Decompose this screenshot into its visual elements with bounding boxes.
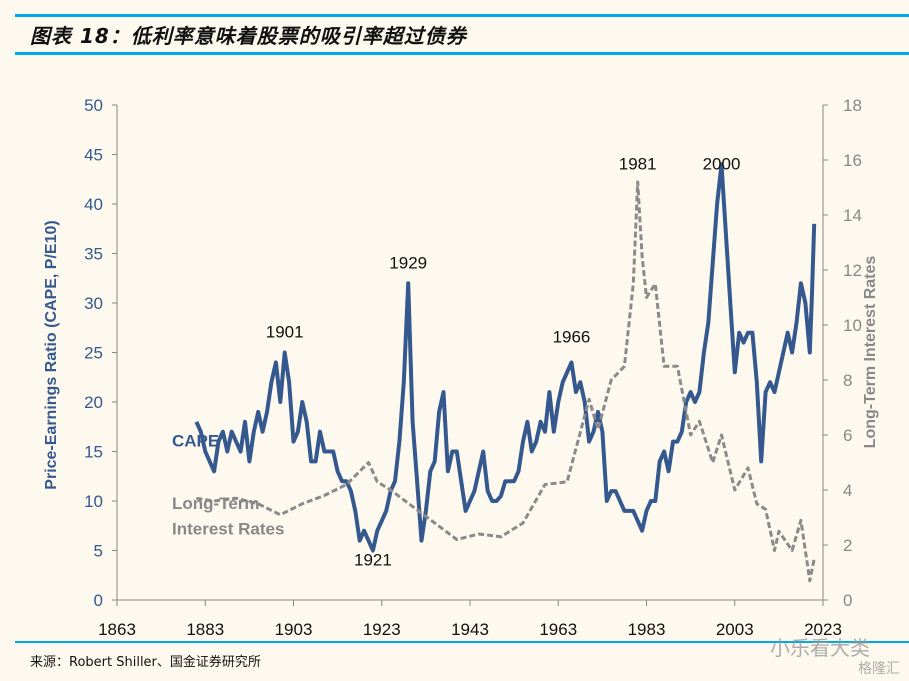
annotation-label: 1901 [266,323,304,342]
y-tick-label: 40 [84,195,103,214]
bottom-rule [15,641,909,643]
figure-title: 图表 18：低利率意味着股票的吸引率超过债券 [30,24,467,48]
y2-axis-title: Long-Term Interest Rates [862,256,879,449]
y2-tick-label: 2 [843,536,852,555]
top-rule [15,14,909,17]
annotation-label: 1981 [619,154,657,173]
y2-tick-label: 18 [843,96,862,115]
x-tick-label: 1903 [275,620,313,639]
annotation-label: 1921 [354,550,392,569]
annotation-label: 1929 [389,253,427,272]
y-tick-label: 10 [84,492,103,511]
watermark-text: 小乐看大类 [770,636,870,660]
x-tick-label: 1983 [628,620,666,639]
y-tick-label: 15 [84,443,103,462]
y2-tick-label: 14 [843,206,862,225]
source-note: 来源：Robert Shiller、国金证券研究所 [30,655,261,670]
y2-tick-label: 0 [843,591,852,610]
title-rule [15,52,909,55]
y-tick-label: 45 [84,146,103,165]
y2-tick-label: 6 [843,426,852,445]
y-tick-label: 30 [84,294,103,313]
y2-tick-label: 10 [843,316,862,335]
y2-tick-label: 16 [843,151,862,170]
y2-tick-label: 4 [843,481,852,500]
x-tick-label: 2003 [716,620,754,639]
y-tick-label: 0 [94,591,103,610]
watermark-logo-text: 格隆汇 [858,661,900,677]
x-tick-label: 1963 [539,620,577,639]
x-tick-label: 1943 [451,620,489,639]
annotation-label: 1966 [553,328,591,347]
y2-tick-label: 8 [843,371,852,390]
y-tick-label: 25 [84,344,103,363]
annotation-label: 2000 [703,154,741,173]
x-tick-label: 1923 [363,620,401,639]
y-tick-label: 50 [84,96,103,115]
y-tick-label: 20 [84,393,103,412]
x-tick-label: 2023 [804,620,842,639]
x-tick-label: 1863 [98,620,136,639]
cape-line [194,162,817,553]
annotation-label: Interest Rates [172,520,284,539]
y-tick-label: 35 [84,245,103,264]
x-tick-label: 1883 [186,620,224,639]
annotation-label: CAPE [172,432,219,451]
y-axis-title: Price-Earnings Ratio (CAPE, P/E10) [43,220,60,489]
y-tick-label: 5 [94,542,103,561]
rates-line [196,180,816,583]
y2-tick-label: 12 [843,261,862,280]
annotation-label: Long-Term [172,494,260,513]
